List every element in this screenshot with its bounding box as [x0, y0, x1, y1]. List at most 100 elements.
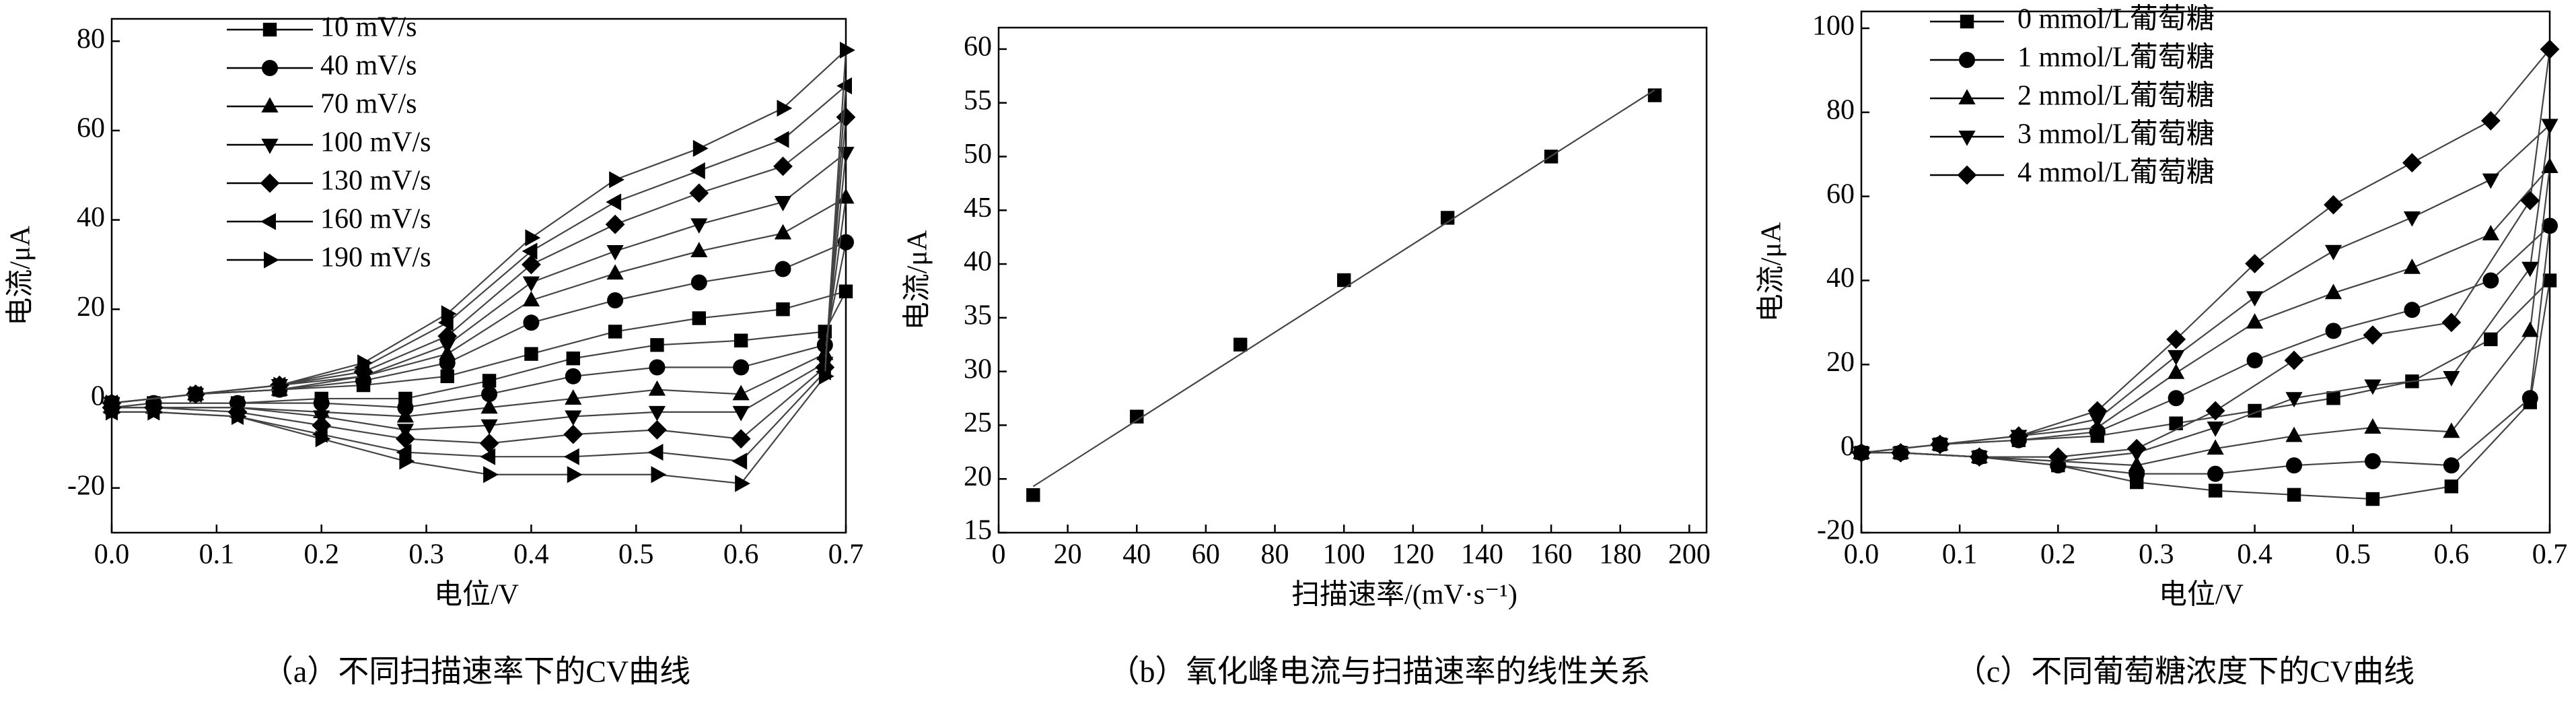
data-point [2208, 483, 2223, 498]
x-tick-label: 100 [1323, 539, 1365, 570]
x-tick-label: 0.3 [408, 539, 444, 570]
data-point [566, 352, 580, 366]
x-tick-label: 20 [1054, 539, 1082, 570]
plot-frame [997, 26, 1708, 534]
y-tick-label: -20 [67, 470, 105, 501]
data-point [437, 326, 458, 346]
data-point [2444, 479, 2459, 494]
legend-label: 130 mV/s [320, 166, 431, 197]
series-line [1861, 123, 2551, 462]
data-point [607, 292, 624, 308]
legend-label: 1 mmol/L葡萄糖 [2017, 42, 2215, 73]
data-point [2284, 350, 2304, 370]
series-line [1861, 46, 2551, 458]
x-tick-label: 0.0 [94, 539, 130, 570]
data-point [2325, 323, 2342, 339]
data-point [818, 325, 832, 339]
data-point [2169, 416, 2183, 430]
x-tick-label: 0.7 [828, 539, 864, 570]
data-point [231, 407, 247, 426]
data-point [606, 264, 624, 280]
data-point [1130, 409, 1144, 424]
data-point [441, 305, 457, 323]
data-point [777, 100, 793, 117]
data-point [609, 171, 624, 189]
data-point [2521, 390, 2538, 407]
x-axis-label: 电位/V [2159, 579, 2244, 611]
x-tick-label: 120 [1392, 539, 1434, 570]
data-point [2364, 379, 2382, 395]
series-line [1032, 89, 1655, 488]
data-point [2207, 439, 2224, 455]
data-point [650, 338, 664, 352]
data-point [1233, 337, 1248, 352]
y-tick-label: 100 [1812, 11, 1855, 42]
data-point [647, 443, 664, 461]
data-point [481, 386, 498, 403]
legend-marker [261, 139, 279, 154]
data-point [2286, 457, 2303, 474]
data-point [2326, 391, 2340, 405]
data-point [2364, 418, 2382, 434]
data-point [189, 385, 205, 403]
data-point [563, 448, 579, 465]
data-point [692, 311, 706, 325]
data-point [2089, 413, 2106, 429]
series-line [111, 48, 847, 485]
legend-marker [262, 22, 277, 37]
data-point [1891, 443, 1910, 463]
legend-label: 160 mV/s [320, 204, 431, 235]
legend-label: 0 mmol/L葡萄糖 [2017, 4, 2215, 35]
x-tick-label: 0.3 [2139, 539, 2174, 570]
data-point [2541, 119, 2559, 135]
series-line [111, 240, 847, 409]
legend-marker [264, 251, 279, 269]
series-line [1861, 278, 2551, 500]
y-tick-label: 0 [1840, 431, 1855, 462]
data-point [565, 410, 582, 426]
data-point [774, 196, 792, 211]
data-point [1440, 211, 1455, 225]
x-tick-label: 0.7 [2532, 539, 2568, 570]
data-point [2541, 158, 2559, 173]
data-point [315, 430, 331, 448]
data-point [523, 314, 540, 331]
data-point [2168, 349, 2185, 366]
data-point [2205, 401, 2225, 421]
x-tick-label: 0.6 [723, 539, 759, 570]
data-point [2403, 258, 2421, 274]
data-point [480, 448, 496, 465]
data-point [2245, 254, 2264, 273]
data-point [734, 333, 748, 347]
legend-marker [1960, 14, 1974, 29]
caption: （c）不同葡萄糖浓度下的CV曲线 [1956, 655, 2414, 689]
data-point [2482, 225, 2499, 240]
series-line [1861, 224, 2551, 475]
data-point [648, 405, 666, 422]
data-point [818, 368, 834, 385]
legend-marker [262, 60, 278, 76]
data-point [776, 302, 790, 316]
x-tick-label: 0.1 [199, 539, 235, 570]
data-point [608, 325, 622, 339]
data-point [2126, 438, 2147, 459]
data-point [1851, 443, 1871, 463]
data-point [567, 466, 583, 483]
x-axis-label: 电位/V [434, 579, 519, 611]
data-point [2542, 218, 2558, 234]
y-tick-label: 45 [964, 193, 992, 224]
data-point [692, 139, 709, 158]
data-point [773, 131, 789, 148]
data-point [2403, 211, 2421, 227]
data-point [524, 347, 538, 361]
data-point [312, 415, 332, 436]
data-point [2482, 272, 2499, 289]
data-point [606, 193, 622, 211]
legend-marker [260, 213, 276, 230]
series-line [111, 115, 847, 444]
legend-marker [260, 173, 280, 193]
legend-label: 70 mV/s [320, 89, 417, 120]
data-point [773, 156, 793, 176]
y-tick-label: 20 [77, 292, 105, 323]
